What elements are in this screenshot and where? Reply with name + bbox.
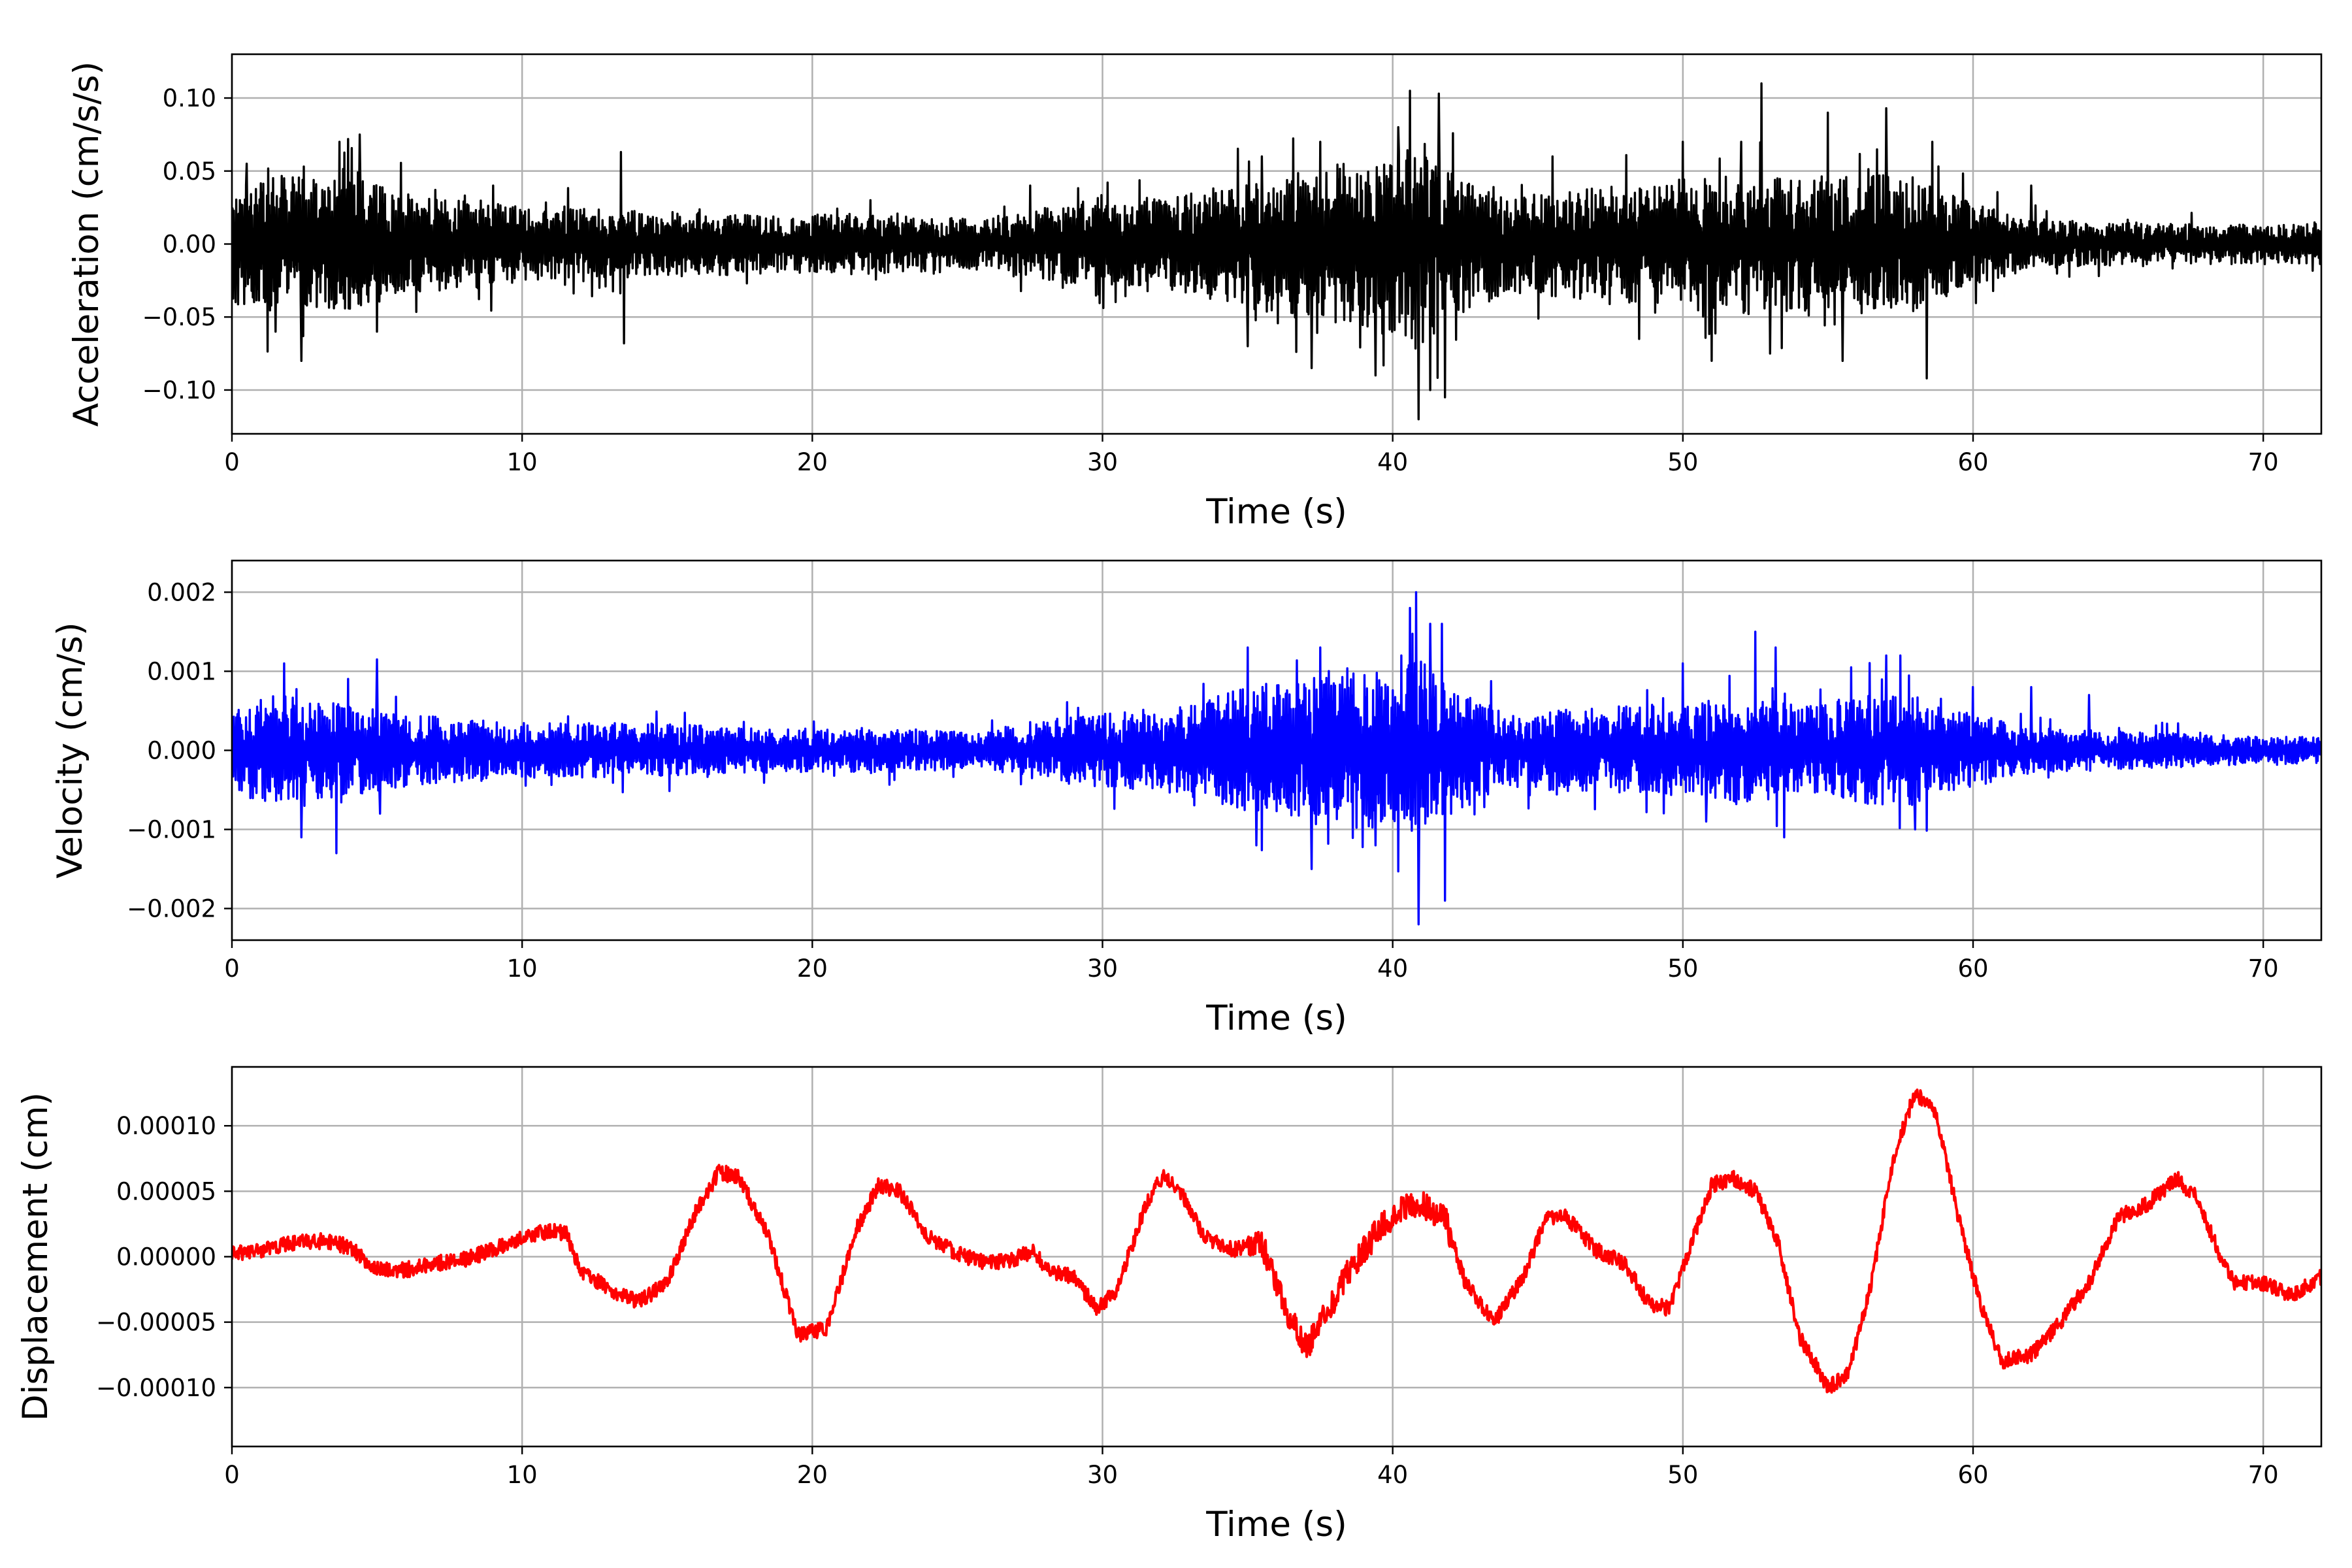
acceleration-x-tick-label: 40	[1377, 448, 1408, 476]
velocity-x-tick-label: 30	[1087, 955, 1118, 983]
velocity-y-tick-label: −0.001	[127, 816, 216, 844]
velocity-x-tick-label: 40	[1377, 955, 1408, 983]
acceleration-x-tick-label: 60	[1957, 448, 1988, 476]
velocity-x-axis-label: Time (s)	[1205, 998, 1347, 1038]
velocity-y-tick-label: −0.002	[127, 895, 216, 923]
acceleration-series	[232, 82, 2321, 421]
displacement-x-tick-label: 10	[507, 1461, 538, 1489]
displacement-x-tick-label: 40	[1377, 1461, 1408, 1489]
displacement-x-tick-label: 70	[2248, 1461, 2279, 1489]
displacement-series-line	[232, 1088, 2321, 1394]
acceleration-x-axis-label: Time (s)	[1205, 492, 1347, 532]
velocity-x-tick-label: 20	[797, 955, 828, 983]
displacement-y-axis-label: Displacement (cm)	[16, 1092, 56, 1421]
displacement-chart: −0.00010 −0.00005 0.00000 0.00005 0.00010 0 1…	[16, 1066, 2323, 1544]
displacement-y-tick-label: 0.00005	[116, 1177, 216, 1205]
velocity-y-ticks: −0.002 −0.001 0.000 0.001 0.002	[127, 578, 232, 923]
displacement-y-tick-label: −0.00005	[96, 1309, 216, 1337]
velocity-series	[232, 591, 2321, 926]
velocity-x-ticks: 0 10 20 30 40 50 60 70	[224, 940, 2279, 983]
acceleration-y-tick-label: −0.10	[142, 376, 216, 404]
displacement-series	[232, 1088, 2321, 1394]
displacement-y-tick-label: −0.00010	[96, 1374, 216, 1402]
velocity-y-tick-label: 0.000	[147, 737, 216, 765]
velocity-x-tick-label: 10	[507, 955, 538, 983]
acceleration-series-line	[232, 82, 2321, 421]
velocity-grid	[231, 561, 2321, 940]
velocity-x-tick-label: 60	[1957, 955, 1988, 983]
acceleration-x-tick-label: 20	[797, 448, 828, 476]
displacement-x-tick-label: 30	[1087, 1461, 1118, 1489]
velocity-y-axis-label: Velocity (cm/s)	[50, 622, 90, 878]
velocity-x-tick-label: 0	[224, 955, 240, 983]
acceleration-y-tick-label: 0.00	[163, 231, 216, 259]
acceleration-x-tick-label: 10	[507, 448, 538, 476]
velocity-x-tick-label: 50	[1667, 955, 1698, 983]
velocity-series-line	[232, 591, 2321, 926]
acceleration-y-axis-label: Acceleration (cm/s/s)	[67, 61, 106, 427]
velocity-chart: −0.002 −0.001 0.000 0.001 0.002 0 10 20 30 40 50 6…	[50, 559, 2323, 1038]
acceleration-y-tick-label: 0.10	[163, 84, 216, 112]
acceleration-x-tick-label: 50	[1667, 448, 1698, 476]
acceleration-y-ticks: −0.10 −0.05 0.00 0.05 0.10	[142, 84, 232, 404]
acceleration-x-tick-label: 0	[224, 448, 240, 476]
displacement-x-tick-label: 0	[224, 1461, 240, 1489]
velocity-y-tick-label: 0.002	[147, 578, 216, 606]
acceleration-x-ticks: 0 10 20 30 40 50 60 70	[224, 434, 2279, 476]
displacement-y-tick-label: 0.00000	[116, 1243, 216, 1271]
displacement-x-ticks: 0 10 20 30 40 50 60 70	[224, 1446, 2279, 1489]
displacement-y-tick-label: 0.00010	[116, 1112, 216, 1140]
velocity-x-tick-label: 70	[2248, 955, 2279, 983]
acceleration-x-tick-label: 70	[2248, 448, 2279, 476]
displacement-x-axis-label: Time (s)	[1205, 1505, 1347, 1544]
acceleration-y-tick-label: −0.05	[142, 303, 216, 331]
displacement-x-tick-label: 20	[797, 1461, 828, 1489]
displacement-x-tick-label: 60	[1957, 1461, 1988, 1489]
acceleration-chart: −0.10 −0.05 0.00 0.05 0.10 0 10 20 30 40 50 60 70 T…	[67, 53, 2323, 532]
displacement-y-ticks: −0.00010 −0.00005 0.00000 0.00005 0.00010	[96, 1112, 232, 1402]
acceleration-x-tick-label: 30	[1087, 448, 1118, 476]
acceleration-y-tick-label: 0.05	[163, 157, 216, 186]
displacement-x-tick-label: 50	[1667, 1461, 1698, 1489]
velocity-y-tick-label: 0.001	[147, 657, 216, 685]
